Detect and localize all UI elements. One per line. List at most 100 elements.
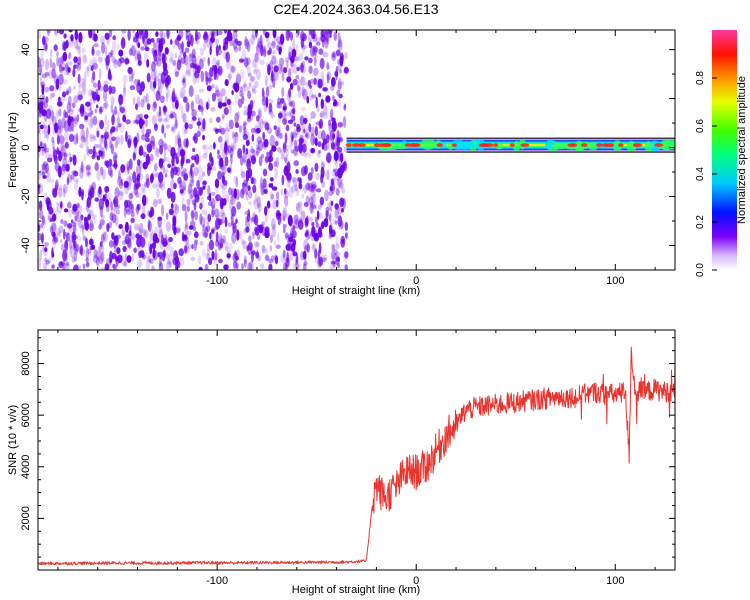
spectrogram-noise-blob <box>182 78 185 83</box>
spectrogram-noise-blob <box>112 109 115 117</box>
spectrogram-noise-blob <box>299 64 303 69</box>
spectrogram-noise-blob <box>42 124 48 129</box>
spectrogram-noise-blob <box>46 130 49 141</box>
spectrogram-noise-blob <box>211 156 214 167</box>
spectrogram-noise-blob <box>263 45 267 53</box>
spectrogram-noise-blob <box>186 230 192 236</box>
spectrogram-noise-blob <box>250 251 254 263</box>
spectrogram-noise-blob <box>343 104 347 111</box>
spectrogram-noise-blob <box>271 186 278 191</box>
spectrogram-noise-blob <box>41 84 45 96</box>
spectrogram-noise-blob <box>181 231 185 242</box>
spectrogram-noise-blob <box>328 214 331 221</box>
spectrogram-noise-blob <box>289 251 293 262</box>
spectrogram-noise-blob <box>269 245 273 252</box>
spectrogram-noise-blob <box>229 242 233 253</box>
spectrogram-noise-blob <box>222 234 227 244</box>
spectrogram-noise-blob <box>338 182 344 189</box>
spectrogram-noise-blob <box>73 240 76 249</box>
spectrogram-noise-blob <box>56 51 59 58</box>
spectrogram-noise-blob <box>85 164 92 171</box>
spectrogram-noise-blob <box>51 62 56 71</box>
spectrogram-noise-blob <box>262 185 268 194</box>
spectrogram-noise-blob <box>188 72 192 78</box>
spectrogram-noise-blob <box>151 265 155 270</box>
spectrogram-noise-blob <box>313 186 317 196</box>
spectrogram-noise-blob <box>289 100 296 108</box>
spectrogram-noise-blob <box>281 87 285 97</box>
spectrogram-noise-blob <box>87 248 92 255</box>
spectrogram-noise-blob <box>295 202 301 212</box>
spectrogram-noise-blob <box>328 224 333 235</box>
spectrogram-noise-blob <box>55 205 59 216</box>
spectrogram-noise-blob <box>74 215 77 222</box>
spectrogram-noise-blob <box>255 150 259 157</box>
spectrogram-noise-blob <box>237 98 243 108</box>
spectrogram-noise-blob <box>256 249 259 258</box>
spectrogram-noise-blob <box>109 212 114 221</box>
spectrogram-noise-blob <box>140 30 144 35</box>
spectrogram-noise-blob <box>262 178 267 189</box>
spectrogram-noise-blob <box>204 70 208 76</box>
spectrogram-noise-blob <box>39 124 44 130</box>
spectrogram-noise-blob <box>227 73 232 80</box>
spectrogram-noise-blob <box>181 197 185 207</box>
spectrogram-noise-blob <box>65 163 70 172</box>
spectrogram-noise-blob <box>96 130 100 138</box>
spectrogram-noise-blob <box>248 241 253 251</box>
spectrogram-noise-blob <box>99 219 105 226</box>
spectrogram-noise-blob <box>45 162 49 174</box>
spectrogram-noise-blob <box>138 227 142 234</box>
spectrogram-noise-blob <box>115 136 121 145</box>
spectrogram-noise-blob <box>242 240 247 250</box>
spectrogram-noise-blob <box>104 137 107 149</box>
spectrogram-noise-blob <box>64 240 68 248</box>
spectrogram-noise-blob <box>284 132 288 144</box>
spectrogram-noise-blob <box>242 133 249 140</box>
spectrogram-noise-blob <box>41 171 45 177</box>
spectrogram-band-bulge <box>574 140 585 152</box>
spectrogram-noise-blob <box>286 161 291 173</box>
spectrogram-noise-blob <box>212 83 216 88</box>
spectrogram-noise-blob <box>124 199 129 209</box>
spectrogram-noise-blob <box>44 134 48 139</box>
spectrogram-noise-blob <box>173 182 177 190</box>
spectrogram-noise-blob <box>151 47 155 54</box>
spectrogram-noise-blob <box>56 147 59 154</box>
spectrogram-noise-blob <box>38 30 42 39</box>
spectrogram-noise-blob <box>252 184 257 194</box>
spectrogram-noise-blob <box>152 87 156 95</box>
spectrogram-noise-blob <box>203 41 207 51</box>
spectrogram-noise-blob <box>174 166 180 172</box>
spectrogram-noise-blob <box>268 109 274 115</box>
spectrogram-noise-blob <box>304 165 308 175</box>
spectrogram-noise-blob <box>149 79 153 89</box>
spectrogram-noise-blob <box>39 78 43 86</box>
spectrogram-noise-blob <box>104 263 110 270</box>
spectrogram-noise-blob <box>62 91 67 98</box>
spectrogram-noise-blob <box>263 138 269 148</box>
spectrogram-noise-blob <box>254 80 259 89</box>
spectrogram-noise-blob <box>119 106 125 114</box>
spectrogram-noise-blob <box>190 209 195 219</box>
spectrogram-noise-blob <box>268 102 273 113</box>
spectrogram-noise-blob <box>138 30 144 36</box>
spectrogram-noise-blob <box>145 260 150 270</box>
spectrogram-noise-blob <box>165 71 168 82</box>
spectrogram-noise-blob <box>108 52 113 58</box>
spectrogram-noise-blob <box>143 229 149 239</box>
spectrogram-noise-blob <box>282 106 287 111</box>
spectrogram-noise-blob <box>92 57 98 69</box>
spectrogram-noise-blob <box>49 85 55 92</box>
spectrogram-noise-blob <box>250 155 257 165</box>
spectrogram-noise-blob <box>226 253 231 259</box>
spectrogram-band-bulge <box>587 141 599 151</box>
spectrogram-noise-blob <box>224 79 229 87</box>
colorbar-tick-label: 0.0 <box>695 263 706 277</box>
spectrogram-noise-blob <box>272 199 278 210</box>
spectrogram-noise-blob <box>264 31 270 39</box>
spectrogram-noise-blob <box>206 39 211 48</box>
spectrogram-noise-blob <box>243 57 249 68</box>
spectrogram-noise-blob <box>153 163 158 172</box>
spectrogram-noise-blob <box>85 262 90 268</box>
